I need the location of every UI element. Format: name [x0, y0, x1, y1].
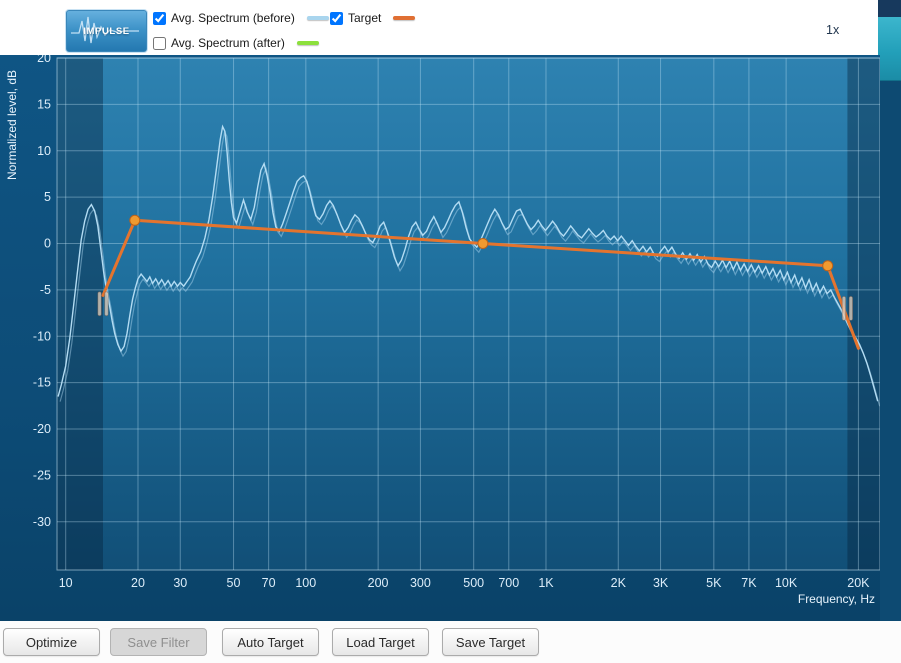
x-tick-label: 700: [498, 576, 519, 590]
y-tick-label: 15: [37, 97, 51, 111]
x-tick-label: 300: [410, 576, 431, 590]
legend-item-after[interactable]: Avg. Spectrum (after): [153, 36, 319, 50]
before-color-swatch: [306, 16, 329, 20]
impulse-waveform-icon: [71, 16, 139, 44]
x-tick-label: 200: [368, 576, 389, 590]
x-tick-label: 10K: [775, 576, 798, 590]
x-axis-title: Frequency, Hz: [798, 592, 875, 606]
before-checkbox[interactable]: [153, 11, 166, 25]
auto-target-button[interactable]: Auto Target: [222, 628, 319, 656]
range-handle[interactable]: [848, 295, 853, 321]
window-corner-box: [878, 0, 901, 17]
x-tick-label: 50: [227, 576, 241, 590]
y-tick-label: 0: [44, 237, 51, 251]
y-tick-label: 5: [44, 190, 51, 204]
x-tick-label: 2K: [611, 576, 627, 590]
impulse-button-label: IMPULSE: [83, 26, 130, 37]
y-tick-label: -20: [33, 422, 51, 436]
before-spectrum-line-echo: [59, 129, 880, 407]
target-control-point[interactable]: [477, 238, 489, 249]
y-tick-label: -30: [33, 515, 51, 529]
optimize-button[interactable]: Optimize: [3, 628, 100, 656]
y-tick-label: -15: [33, 376, 51, 390]
toolbar: IMPULSE Avg. Spectrum (before) Avg. Spec…: [0, 0, 880, 55]
x-tick-label: 1K: [538, 576, 554, 590]
range-handle[interactable]: [841, 295, 847, 321]
footer-toolbar: Optimize Save Filter Auto Target Load Ta…: [0, 621, 901, 663]
save-filter-button[interactable]: Save Filter: [110, 628, 207, 656]
zoom-level-label: 1x: [826, 23, 840, 37]
load-target-button[interactable]: Load Target: [332, 628, 429, 656]
x-tick-label: 3K: [653, 576, 669, 590]
y-tick-label: 10: [37, 144, 51, 158]
plot-svg[interactable]: 10 20 30 50 70 100 200 300 500 700 1K 2K 3K 5K 7K 10K 20…: [0, 51, 881, 621]
x-tick-label: 5K: [706, 576, 722, 590]
target-control-point[interactable]: [129, 214, 141, 226]
x-tick-label: 7K: [741, 576, 757, 590]
target-checkbox[interactable]: [330, 11, 343, 25]
side-tab[interactable]: [878, 17, 901, 81]
target-control-point[interactable]: [822, 260, 834, 272]
x-tick-label: 10: [59, 576, 73, 590]
target-label: Target: [348, 11, 382, 25]
target-color-swatch: [393, 16, 416, 20]
spectrum-chart[interactable]: 10 20 30 50 70 100 200 300 500 700 1K 2K 3K 5K 7K 10K 20…: [0, 51, 881, 621]
y-tick-label: -10: [33, 329, 51, 343]
x-tick-label: 20: [131, 576, 145, 590]
legend-item-before[interactable]: Avg. Spectrum (before): [153, 11, 329, 25]
x-tick-label: 500: [463, 576, 484, 590]
x-tick-label: 70: [262, 576, 276, 590]
range-handle[interactable]: [97, 291, 102, 317]
shaded-band: [57, 58, 103, 570]
y-tick-label: 20: [37, 55, 51, 65]
x-tick-label: 20K: [847, 576, 870, 590]
before-label: Avg. Spectrum (before): [171, 11, 295, 25]
plot-area[interactable]: [57, 58, 880, 570]
range-handle[interactable]: [104, 291, 109, 317]
legend-item-target[interactable]: Target: [330, 11, 416, 25]
x-tick-label: 30: [173, 576, 187, 590]
impulse-button[interactable]: IMPULSE: [66, 10, 147, 52]
before-spectrum-line: [57, 124, 879, 402]
y-axis-title: Normalized level, dB: [5, 70, 19, 180]
after-checkbox[interactable]: [153, 36, 166, 50]
x-tick-label: 100: [295, 576, 316, 590]
after-label: Avg. Spectrum (after): [171, 36, 285, 50]
save-target-button[interactable]: Save Target: [442, 628, 539, 656]
y-tick-label: -25: [33, 468, 51, 482]
y-tick-label: -5: [40, 283, 51, 297]
after-color-swatch: [296, 41, 319, 45]
